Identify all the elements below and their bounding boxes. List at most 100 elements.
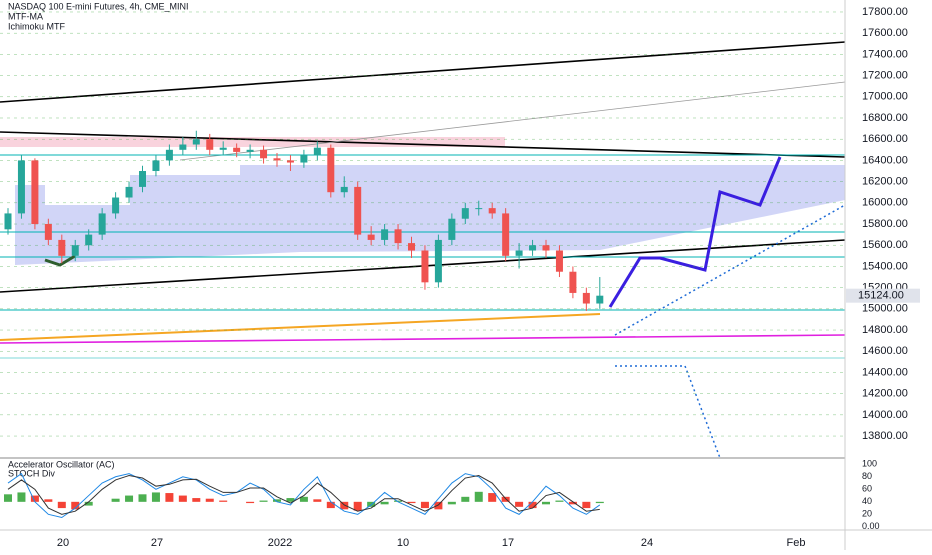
- histogram-bar: [461, 496, 470, 502]
- y-tick-label: 14800.00: [862, 324, 908, 336]
- candle-body: [31, 160, 39, 225]
- candle-body: [448, 218, 456, 240]
- histogram-bar: [138, 494, 147, 502]
- candle-body: [502, 213, 510, 256]
- candle-body: [313, 147, 321, 156]
- histogram-bar: [30, 495, 39, 502]
- candle-body: [286, 160, 294, 163]
- x-tick-label: 24: [641, 537, 653, 549]
- y-tick-label: 80: [862, 471, 872, 481]
- y-tick-label: 15600.00: [862, 239, 908, 251]
- y-tick-label: 14600.00: [862, 345, 908, 357]
- histogram-bar: [313, 499, 322, 502]
- x-tick-label: 10: [397, 537, 409, 549]
- histogram-bar: [17, 492, 26, 502]
- candle-body: [112, 197, 120, 214]
- histogram-bar: [420, 501, 429, 509]
- histogram-bar: [515, 501, 524, 507]
- histogram-bar: [568, 501, 577, 505]
- y-tick-label: 14400.00: [862, 366, 908, 378]
- candle-body: [233, 147, 241, 152]
- candle-body: [260, 149, 268, 159]
- histogram-bar: [84, 501, 93, 506]
- candle-body: [394, 229, 402, 244]
- candle-body: [192, 139, 200, 145]
- candle-body: [515, 250, 523, 256]
- candle-body: [44, 224, 52, 240]
- candle-body: [529, 245, 537, 251]
- candle-body: [58, 239, 66, 256]
- histogram-bar: [192, 498, 201, 502]
- candle-body: [71, 245, 79, 256]
- candle-body: [461, 208, 469, 219]
- histogram-bar: [151, 492, 160, 502]
- histogram-bar: [286, 498, 295, 502]
- candle-body: [340, 186, 348, 193]
- indicator-name: Ichimoku MTF: [8, 21, 66, 31]
- histogram-bar: [71, 501, 80, 510]
- candle-body: [139, 171, 146, 187]
- y-tick-label: 20: [862, 509, 872, 519]
- x-tick-label: 20: [57, 537, 69, 549]
- y-tick-label: 17800.00: [862, 6, 908, 18]
- y-tick-label: 16600.00: [862, 133, 908, 145]
- candle-body: [434, 239, 442, 283]
- stoch-line: [7, 472, 601, 519]
- candle-body: [488, 208, 496, 214]
- histogram-bar: [57, 501, 66, 509]
- x-tick-label: 17: [502, 537, 514, 549]
- y-tick-label: 15400.00: [862, 260, 908, 272]
- y-tick-label: 16400.00: [862, 154, 908, 166]
- candle-body: [125, 186, 133, 198]
- candle-body: [4, 213, 12, 230]
- candle-body: [408, 243, 415, 251]
- histogram-bar: [488, 493, 497, 502]
- histogram-bar: [353, 501, 362, 511]
- candle-body: [300, 155, 308, 163]
- y-tick-label: 17400.00: [862, 48, 908, 60]
- candle-body: [246, 149, 254, 152]
- histogram-bar: [582, 501, 591, 509]
- candle-body: [98, 213, 106, 235]
- histogram-bar: [542, 501, 550, 505]
- candle-body: [354, 186, 362, 235]
- histogram-bar: [326, 501, 335, 509]
- histogram-bar: [380, 501, 389, 505]
- candle-body: [569, 271, 577, 293]
- stoch-line: [7, 475, 600, 515]
- y-tick-label: 17200.00: [862, 69, 908, 81]
- histogram-bar: [246, 501, 255, 504]
- histogram-bar: [44, 499, 53, 502]
- candle-body: [165, 149, 173, 161]
- y-tick-label: 14000.00: [862, 409, 908, 421]
- candle-body: [273, 158, 281, 161]
- histogram-bar: [4, 494, 12, 502]
- candle-body: [596, 295, 604, 304]
- candle-body: [367, 234, 375, 240]
- histogram-bar: [273, 499, 281, 502]
- candle-body: [421, 250, 429, 283]
- y-tick-label: 17000.00: [862, 91, 908, 103]
- candle-body: [219, 147, 227, 150]
- candle-body: [85, 234, 93, 246]
- candle-body: [327, 147, 335, 193]
- indicator-name: STOCH Div: [8, 468, 55, 478]
- histogram-bar: [434, 501, 443, 510]
- y-tick-label: 14200.00: [862, 388, 908, 400]
- histogram-bar: [474, 491, 483, 502]
- histogram-bar: [165, 493, 174, 502]
- y-tick-label: 60: [862, 484, 872, 494]
- histogram-bar: [178, 495, 187, 502]
- histogram-bar: [447, 501, 456, 505]
- histogram-bar: [555, 500, 564, 502]
- chart-title: NASDAQ 100 E-mini Futures, 4h, CME_MINI: [8, 1, 189, 11]
- histogram-bar: [205, 498, 214, 502]
- y-tick-label: 100: [862, 459, 877, 469]
- candle-body: [582, 292, 590, 304]
- y-tick-label: 17600.00: [862, 27, 908, 39]
- y-tick-label: 16200.00: [862, 176, 908, 188]
- candle-body: [542, 245, 550, 251]
- indicator-name: MTF-MA: [8, 11, 43, 21]
